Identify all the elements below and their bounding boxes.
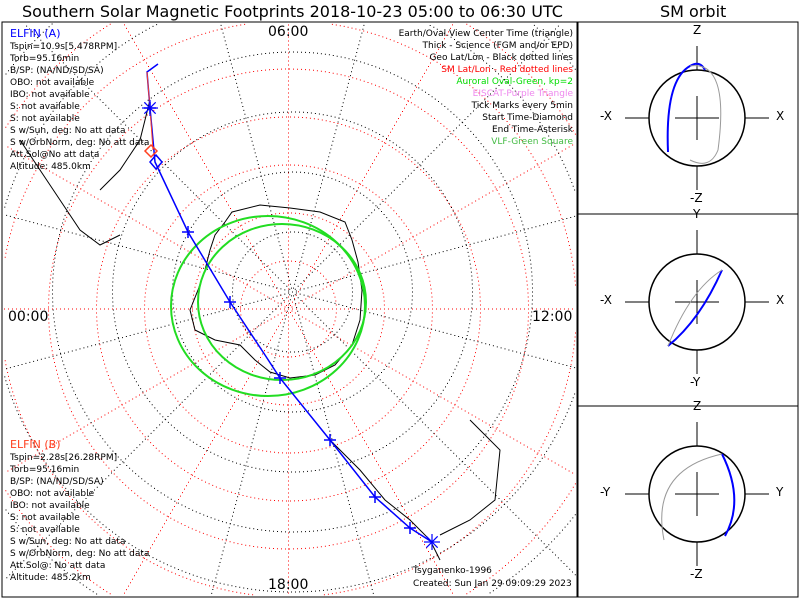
geo-longitude-line bbox=[292, 291, 576, 369]
elfin-b-info-line: OBO: not available bbox=[10, 489, 95, 499]
orbit-track-gray bbox=[667, 269, 723, 347]
orbit-track bbox=[721, 453, 736, 537]
orbit-diagrams bbox=[625, 46, 769, 566]
elfin-a-info-line: Att.Sol@No att data bbox=[10, 150, 100, 160]
orbit-axis-top: Z bbox=[693, 399, 702, 413]
sm-latitude-circle bbox=[4, 23, 576, 596]
start-diamond-a bbox=[149, 153, 163, 171]
legend-entry: Thick - Science (FGM and/or EPD) bbox=[422, 41, 573, 51]
geo-longitude-line bbox=[292, 291, 576, 576]
time-label-right: 12:00 bbox=[532, 309, 573, 325]
elfin-a-info: ELFIN (A) Tspin=10.9s[5.478RPM] Torb=95.1… bbox=[10, 27, 149, 173]
geo-longitude-line bbox=[220, 24, 293, 293]
trajectory-tick-marks bbox=[142, 100, 440, 550]
sm-latitude-circle bbox=[5, 23, 576, 595]
map-frame bbox=[1, 21, 578, 598]
geo-longitude-line bbox=[211, 291, 293, 594]
map-grid bbox=[4, 23, 576, 596]
elfin-a-info-line: B/SP: (NA/ND/SD/SA) bbox=[10, 66, 104, 76]
elfin-b-info-line: S w/OrbNorm, deg: No att data bbox=[10, 549, 150, 559]
orbit-title: SM orbit bbox=[660, 2, 727, 21]
orbit-axis-bottom: -Y bbox=[690, 375, 701, 389]
time-label-bottom: 18:00 bbox=[268, 577, 309, 593]
elfin-b-info-line: Altitude: 485.2km bbox=[10, 573, 91, 583]
created-timestamp: Created: Sun Jan 29 09:09:29 2023 bbox=[413, 579, 572, 589]
orbit-panel-frame-3 bbox=[577, 405, 799, 598]
orbit-track-gray bbox=[689, 65, 722, 164]
geo-longitude-line bbox=[6, 291, 293, 370]
elfin-b-info-line: S: not available bbox=[10, 525, 80, 535]
orbit-panel-frame-2 bbox=[577, 213, 799, 407]
sm-longitude-line bbox=[288, 308, 453, 594]
auroral-oval-inner bbox=[197, 223, 367, 381]
elfin-b-info-line: Tspin=2.28s[26.28RPM] bbox=[10, 453, 118, 463]
model-label: Tsyganenko-1996 bbox=[413, 566, 492, 576]
end-asterisk-icon bbox=[143, 101, 157, 115]
time-label-left: 00:00 bbox=[8, 309, 49, 325]
time-label-top: 06:00 bbox=[268, 24, 309, 40]
legend-entry: Geo Lat/Lon - Black dotted lines bbox=[429, 53, 573, 63]
geo-latitude-circle bbox=[172, 171, 413, 413]
orbit-axis-right: X bbox=[776, 293, 785, 307]
sm-longitude-line bbox=[288, 308, 574, 474]
geo-latitude-circle bbox=[232, 231, 353, 353]
legend-entry: End Time-Asterisk bbox=[491, 125, 573, 135]
start-diamond-b bbox=[143, 143, 159, 159]
geo-latitude-circle bbox=[4, 24, 576, 593]
orbit-axis-left: -Y bbox=[600, 485, 611, 499]
orbit-axis-bottom: -Z bbox=[690, 191, 703, 205]
elfin-b-info-line: IBO: not available bbox=[10, 501, 90, 511]
africa-coastline bbox=[19, 99, 151, 246]
legend-entry: VLF-Green Square bbox=[491, 137, 573, 147]
sm-longitude-line bbox=[288, 308, 289, 594]
geo-latitude-circle bbox=[112, 111, 473, 473]
orbit-axis-right: X bbox=[776, 109, 785, 123]
elfin-a-info-line: S: not available bbox=[10, 102, 80, 112]
elfin-b-info-line: B/SP: (NA/ND/SD/SA) bbox=[10, 477, 104, 487]
legend: Earth/Oval View Center Time (triangle) Th… bbox=[399, 28, 573, 148]
legend-entry: Auroral Oval-Green, kp=2 bbox=[456, 77, 573, 87]
orbit-axis-left: -X bbox=[600, 109, 612, 123]
orbit-axis-bottom: -Z bbox=[690, 567, 703, 581]
elfin-a-info-line: S w/Sun, deg: No att data bbox=[10, 126, 126, 136]
legend-entry: SM Lat/Lon - Red dotted lines bbox=[441, 65, 573, 75]
elfin-a-info-line: IBO: not available bbox=[10, 90, 90, 100]
elfin-a-trajectory bbox=[146, 63, 433, 543]
elfin-a-name: ELFIN (A) bbox=[10, 27, 61, 40]
legend-entry: Tick Marks every 5min bbox=[471, 101, 573, 111]
sm-longitude-line bbox=[288, 144, 574, 310]
sm-longitude-line bbox=[288, 24, 289, 310]
legend-entry: Earth/Oval View Center Time (triangle) bbox=[398, 29, 573, 39]
orbit-axis-left: -X bbox=[600, 293, 612, 307]
south-america-coastline bbox=[329, 419, 501, 561]
geo-latitude-circle bbox=[52, 51, 533, 533]
elfin-b-info: ELFIN (B) Tspin=2.28s[26.28RPM] Torb=95.1… bbox=[10, 438, 149, 584]
orbit-axis-top: Z bbox=[693, 23, 702, 37]
orbit-track bbox=[666, 62, 706, 153]
elfin-a-info-line: Tspin=10.9s[5.478RPM] bbox=[10, 42, 118, 52]
geo-longitude-line bbox=[6, 214, 293, 293]
elfin-b-info-line: Torb=95.16min bbox=[10, 465, 80, 475]
elfin-b-info-line: S w/Sun, deg: No att data bbox=[10, 537, 126, 547]
orbit-track-gray bbox=[661, 453, 723, 541]
legend-entry: Start Time-Diamond bbox=[482, 113, 573, 123]
orbit-track bbox=[667, 269, 723, 347]
elfin-b-info-line: S: not available bbox=[10, 513, 80, 523]
plot-title: Southern Solar Magnetic Footprints 2018-… bbox=[22, 2, 563, 21]
elfin-a-info-line: OBO: not available bbox=[10, 78, 95, 88]
legend-entry: EISCAT-Purple Triangle bbox=[472, 89, 573, 99]
geo-longitude-line bbox=[292, 24, 365, 293]
elfin-b-info-line: Att.Sol@: No att data bbox=[10, 561, 106, 571]
elfin-b-name: ELFIN (B) bbox=[10, 438, 61, 451]
orbit-axis-right: Y bbox=[776, 485, 784, 499]
orbit-axis-top: Y bbox=[693, 207, 701, 221]
elfin-a-info-line: Torb=95.16min bbox=[10, 54, 80, 64]
elfin-a-info-line: S: not available bbox=[10, 114, 80, 124]
elfin-a-info-line: S w/OrbNorm, deg: No att data bbox=[10, 138, 150, 148]
end-asterisk-icon bbox=[425, 535, 439, 549]
geo-longitude-line bbox=[292, 215, 576, 293]
elfin-a-info-line: Altitude: 485.0km bbox=[10, 162, 91, 172]
